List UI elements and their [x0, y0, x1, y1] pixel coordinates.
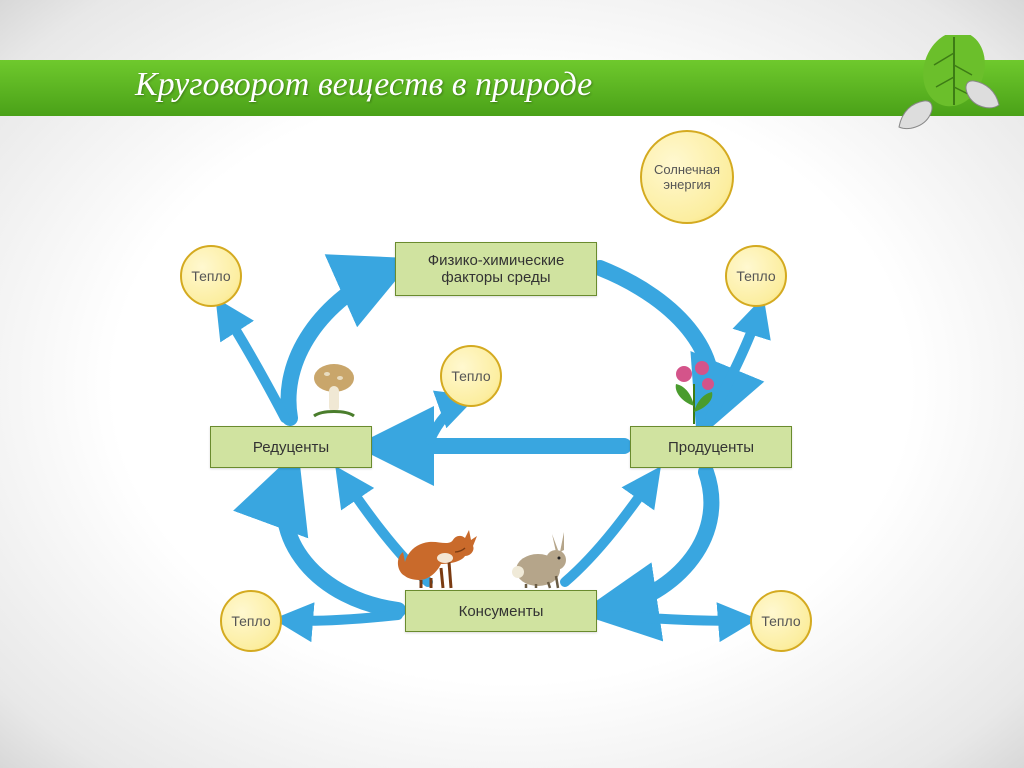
box-consumers: Консументы — [405, 590, 597, 632]
cycle-diagram: Солнечная энергия Физико-химические факт… — [170, 160, 890, 690]
circle-heat-left: Тепло — [180, 245, 242, 307]
circle-heat-center: Тепло — [440, 345, 502, 407]
arrow-consumers-to-heat_br — [602, 615, 746, 621]
arrow-consumers-to-producers — [565, 476, 654, 582]
corner-decoration — [894, 35, 1004, 135]
rabbit-icon — [508, 528, 572, 590]
arrow-reducers-to-heat_left — [222, 308, 285, 418]
box-reducers-label: Редуценты — [253, 439, 329, 456]
circle-heat-right-label: Тепло — [736, 268, 775, 284]
circle-heat-right: Тепло — [725, 245, 787, 307]
plant-icon — [658, 354, 730, 426]
circle-heat-bl-label: Тепло — [231, 613, 270, 629]
circle-heat-bottom-left: Тепло — [220, 590, 282, 652]
box-producers-label: Продуценты — [668, 439, 754, 456]
box-factors: Физико-химические факторы среды — [395, 242, 597, 296]
page-title: Круговорот веществ в природе — [135, 66, 592, 104]
box-consumers-label: Консументы — [459, 603, 544, 620]
arrow-cycle-to-heat_center — [430, 400, 466, 440]
box-reducers: Редуценты — [210, 426, 372, 468]
fox-icon — [395, 518, 479, 590]
mushroom-icon — [312, 360, 356, 420]
arrow-consumers-to-heat_bl — [285, 615, 398, 621]
sun-label: Солнечная энергия — [642, 162, 732, 192]
circle-heat-left-label: Тепло — [191, 268, 230, 284]
box-factors-label: Физико-химические факторы среды — [396, 252, 596, 286]
box-producers: Продуценты — [630, 426, 792, 468]
arrow-producers-to-consumers — [602, 472, 711, 610]
sun-node: Солнечная энергия — [640, 130, 734, 224]
circle-heat-bottom-right: Тепло — [750, 590, 812, 652]
circle-heat-br-label: Тепло — [761, 613, 800, 629]
circle-heat-center-label: Тепло — [451, 368, 490, 384]
arrow-consumers-to-reducers — [284, 472, 398, 610]
